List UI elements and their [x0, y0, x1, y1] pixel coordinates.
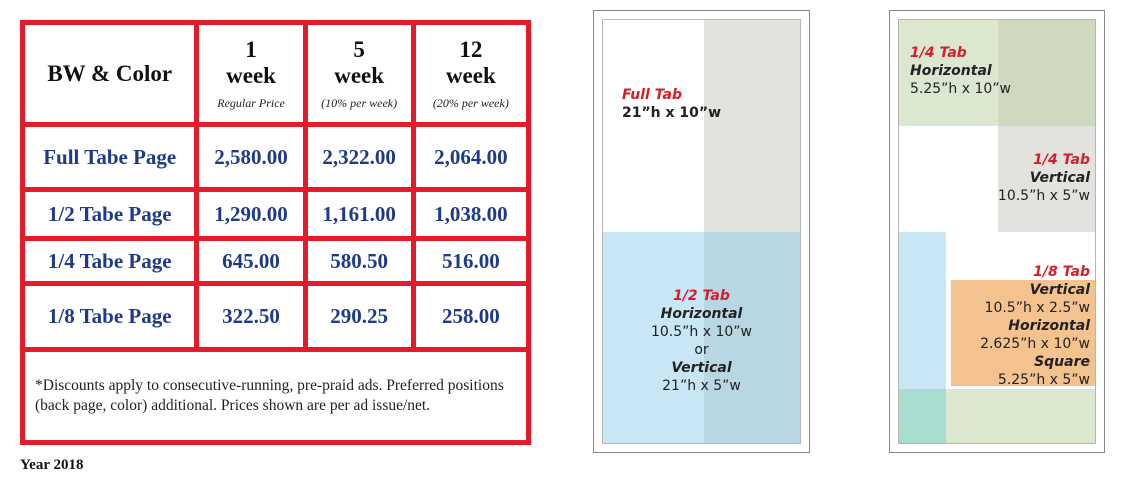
quarter-eighth-tab-diagram: 1/4 Tab Horizontal 5.25”h x 10”w 1/4 Tab…	[889, 10, 1105, 453]
quarter-tab-vertical-label: 1/4 Tab Vertical 10.5”h x 5”w	[998, 151, 1090, 205]
column-week-word: week	[226, 62, 276, 88]
table-corner-label: BW & Color	[25, 25, 195, 122]
table-row: 1/8 Tabe Page 322.50 290.25 258.00	[25, 286, 526, 347]
column-header-1-week: 1 week Regular Price	[199, 25, 303, 122]
full-tab-label: Full Tab 21”h x 10”w	[622, 86, 721, 122]
price-cell: 2,580.00	[199, 127, 303, 187]
price-cell: 1,161.00	[307, 192, 411, 236]
eighth-tab-title: 1/8 Tab	[1033, 264, 1090, 280]
half-tab-title: 1/2 Tab	[673, 288, 730, 304]
quarter-tab-vertical-label-text: Vertical	[1029, 170, 1090, 186]
price-cell: 2,322.00	[307, 127, 411, 187]
column-price-note: Regular Price	[217, 95, 285, 110]
price-cell: 1,290.00	[199, 192, 303, 236]
row-label-full-page: Full Tabe Page	[25, 127, 195, 187]
column-week-word: week	[445, 62, 496, 88]
table-header-row: BW & Color 1 week Regular Price 5 week (…	[25, 25, 526, 122]
column-header-5-week: 5 week (10% per week)	[307, 25, 411, 122]
half-tab-vertical-size: 21”h x 5”w	[662, 378, 741, 394]
price-cell: 580.50	[307, 241, 411, 281]
quarter-tab-overlap-area	[998, 20, 1095, 126]
eighth-tab-label: 1/8 Tab Vertical 10.5”h x 2.5”w Horizont…	[980, 263, 1090, 389]
full-tab-right-half-area	[704, 20, 800, 232]
year-label: Year 2018	[20, 457, 84, 473]
full-tab-size: 21”h x 10”w	[622, 105, 722, 121]
table-row: Full Tabe Page 2,580.00 2,322.00 2,064.0…	[25, 127, 526, 187]
quarter-tab-horizontal-label: 1/4 Tab Horizontal 5.25”h x 10”w	[910, 44, 1011, 98]
quarter-tab-title: 1/4 Tab	[1033, 152, 1090, 168]
row-label-quarter-page: 1/4 Tabe Page	[25, 241, 195, 281]
column-price-note: (20% per week)	[432, 95, 509, 110]
price-cell: 322.50	[199, 286, 303, 347]
price-cell: 1,038.00	[415, 192, 526, 236]
quarter-tab-vertical-size: 10.5”h x 5”w	[997, 188, 1090, 204]
quarter-tab-vertical-area	[998, 126, 1095, 232]
eighth-tab-vertical-label: Vertical	[1029, 282, 1090, 298]
column-week-count: 1	[245, 36, 257, 62]
half-tab-horizontal-label: Horizontal	[660, 306, 743, 322]
table-row: 1/2 Tabe Page 1,290.00 1,161.00 1,038.00	[25, 192, 526, 236]
full-half-tab-diagram: Full Tab 21”h x 10”w 1/2 Tab Horizontal …	[593, 10, 810, 453]
eighth-tab-square-label: Square	[1034, 354, 1090, 370]
eighth-tab-square-size: 5.25”h x 5”w	[997, 372, 1090, 388]
eighth-tab-horizontal-label: Horizontal	[1008, 318, 1090, 334]
eighth-tab-square-area	[951, 280, 1095, 386]
column-price-note: (10% per week)	[321, 95, 398, 110]
quarter-tab-horizontal-label-text: Horizontal	[910, 63, 992, 79]
row-label-eighth-page: 1/8 Tabe Page	[25, 286, 195, 347]
full-tab-title: Full Tab	[622, 87, 683, 103]
column-week-count: 5	[353, 36, 365, 62]
page-outline	[602, 19, 801, 444]
price-cell: 645.00	[199, 241, 303, 281]
quarter-tab-title: 1/4 Tab	[910, 45, 967, 61]
price-table: BW & Color 1 week Regular Price 5 week (…	[20, 20, 531, 445]
price-cell: 2,064.00	[415, 127, 526, 187]
column-week-word: week	[334, 62, 385, 88]
quarter-tab-horizontal-size: 5.25”h x 10”w	[910, 81, 1012, 97]
price-cell: 290.25	[307, 286, 411, 347]
row-label-half-page: 1/2 Tabe Page	[25, 192, 195, 236]
half-tab-vertical-area	[704, 232, 800, 443]
column-header-12-week: 12 week (20% per week)	[415, 25, 526, 122]
column-week-count: 12	[459, 36, 483, 62]
half-tab-vertical-label: Vertical	[671, 360, 732, 376]
table-note-row: *Discounts apply to consecutive-running,…	[25, 352, 526, 440]
half-tab-label: 1/2 Tab Horizontal 10.5”h x 10”w or Vert…	[594, 287, 809, 395]
eighth-tab-vertical-size: 10.5”h x 2.5”w	[984, 300, 1090, 316]
half-tab-or: or	[694, 342, 709, 358]
eighth-tab-corner-overlap	[899, 389, 946, 443]
half-tab-horizontal-size: 10.5”h x 10”w	[650, 324, 752, 340]
price-cell: 516.00	[415, 241, 526, 281]
price-cell: 258.00	[415, 286, 526, 347]
page-outline	[898, 19, 1096, 444]
eighth-tab-horizontal-size: 2.625”h x 10”w	[980, 336, 1090, 352]
table-row: 1/4 Tabe Page 645.00 580.50 516.00	[25, 241, 526, 281]
discount-note: *Discounts apply to consecutive-running,…	[25, 352, 526, 440]
